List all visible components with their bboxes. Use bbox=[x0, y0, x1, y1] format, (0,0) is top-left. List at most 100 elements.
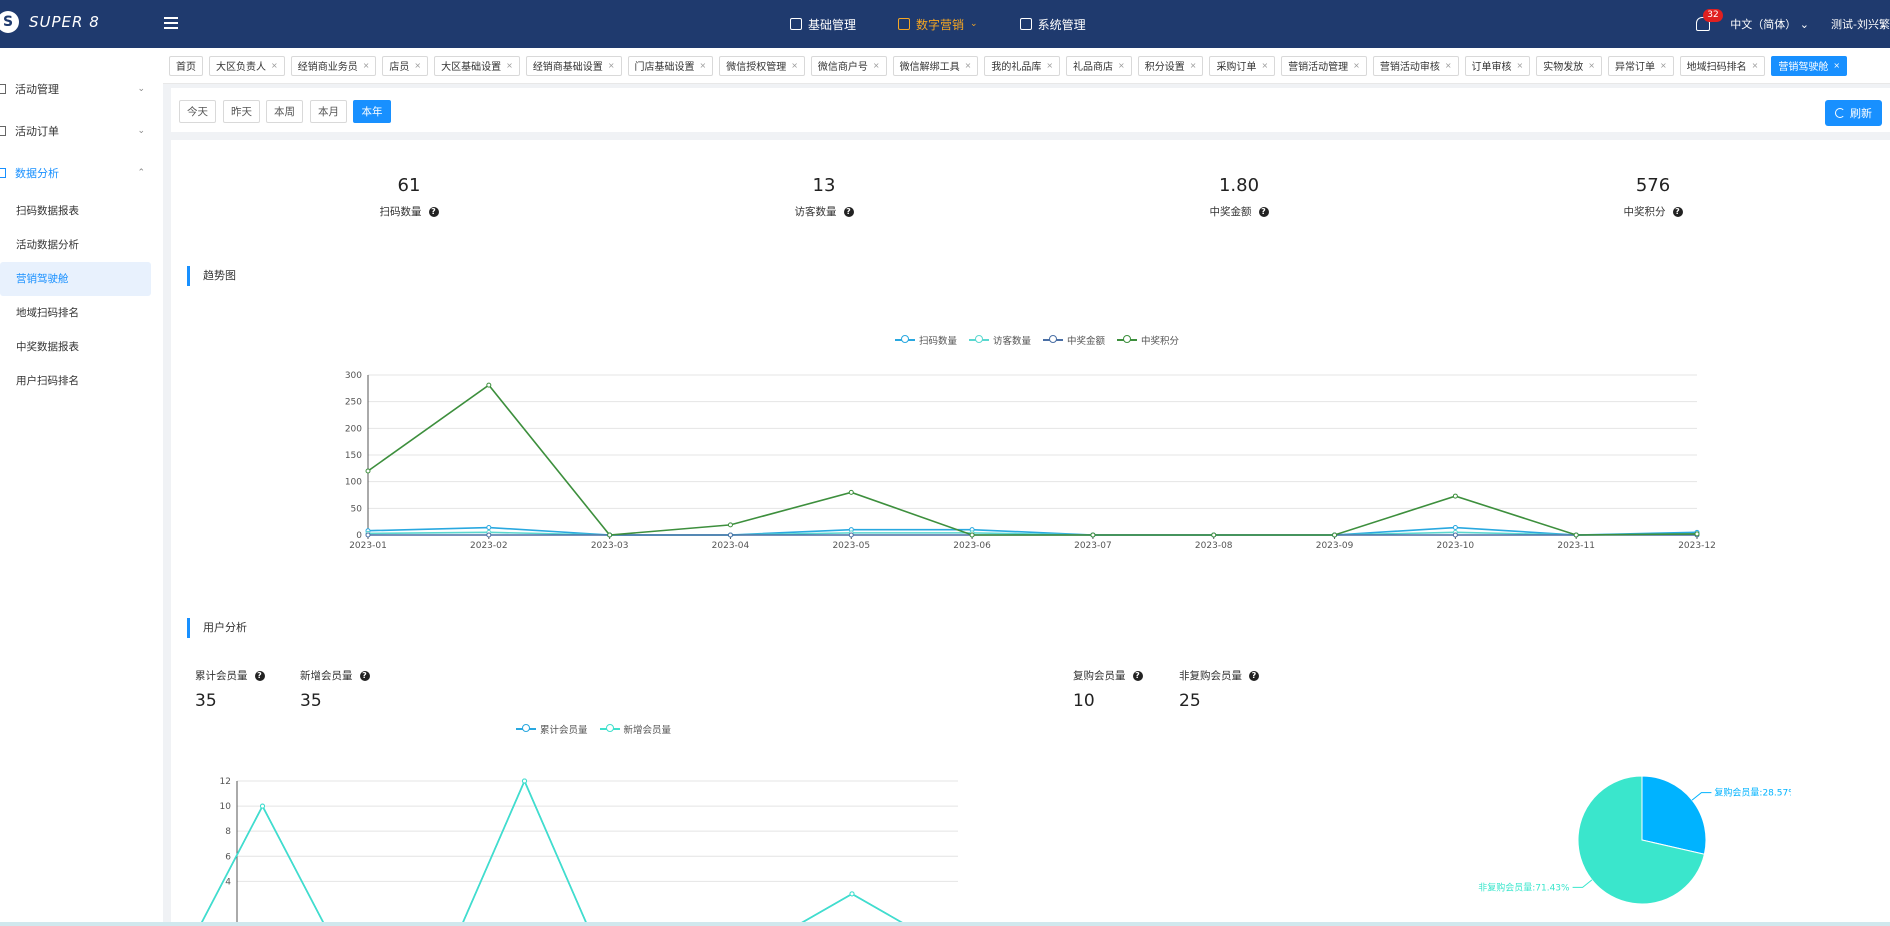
legend-label: 新增会员量 bbox=[623, 725, 672, 736]
sidebar-group-data-analysis[interactable]: 数据分析 ⌃ bbox=[0, 152, 163, 194]
pie-label: 复购会员量:28.57% bbox=[1714, 787, 1791, 799]
filter-this-year[interactable]: 本年 bbox=[353, 100, 391, 123]
filter-this-month[interactable]: 本月 bbox=[310, 100, 347, 123]
filter-this-week[interactable]: 本周 bbox=[266, 100, 303, 123]
refresh-button[interactable]: 刷新 bbox=[1825, 100, 1882, 126]
help-icon[interactable]: ? bbox=[843, 206, 854, 217]
tab-label: 积分设置 bbox=[1144, 62, 1185, 73]
tab-9[interactable]: 微信解绑工具 × bbox=[892, 55, 979, 76]
tab-19[interactable]: 地域扫码排名 × bbox=[1679, 55, 1766, 76]
bell-icon[interactable]: 32 bbox=[1696, 9, 1723, 31]
data-point bbox=[1211, 532, 1217, 538]
sidebar-item-user-ranking[interactable]: 用户扫码排名 bbox=[16, 375, 79, 387]
stat-label: 中奖金额 bbox=[1209, 206, 1252, 218]
close-icon[interactable]: × bbox=[1046, 61, 1054, 70]
close-icon[interactable]: × bbox=[1659, 61, 1667, 70]
bottom-scrollbar[interactable] bbox=[0, 922, 1890, 926]
y-tick-label: 150 bbox=[345, 451, 362, 461]
tab-2[interactable]: 经销商业务员 × bbox=[290, 55, 377, 76]
sidebar-item-prize-report[interactable]: 中奖数据报表 bbox=[16, 341, 79, 353]
legend-item[interactable]: 访客数量 bbox=[969, 333, 1031, 347]
tab-13[interactable]: 采购订单 × bbox=[1209, 55, 1276, 76]
legend-item[interactable]: 扫码数量 bbox=[895, 333, 957, 347]
filter-yesterday[interactable]: 昨天 bbox=[223, 100, 260, 123]
close-icon[interactable]: × bbox=[506, 61, 513, 70]
menu-toggle-icon[interactable] bbox=[164, 17, 178, 29]
tab-5[interactable]: 经销商基础设置 × bbox=[525, 55, 622, 76]
sidebar-group-activity-orders[interactable]: 活动订单 ⌄ bbox=[0, 110, 163, 152]
tab-16[interactable]: 订单审核 × bbox=[1464, 55, 1531, 76]
close-icon[interactable]: × bbox=[872, 61, 880, 70]
legend-item[interactable]: 新增会员量 bbox=[599, 722, 672, 736]
close-icon[interactable]: × bbox=[1189, 61, 1197, 70]
close-icon[interactable]: × bbox=[791, 61, 798, 70]
close-icon[interactable]: × bbox=[964, 61, 972, 70]
legend-label: 访客数量 bbox=[993, 336, 1032, 347]
close-icon[interactable]: × bbox=[699, 61, 707, 70]
y-tick-label: 12 bbox=[220, 777, 231, 787]
top-right: 32 中文（简体） ⌄ 测试-刘兴繁 bbox=[1696, 0, 1890, 48]
language-label: 中文（简体） bbox=[1730, 18, 1797, 31]
nav-digital-marketing[interactable]: 数字营销 ⌄ bbox=[898, 0, 978, 48]
data-point bbox=[486, 382, 492, 388]
close-icon[interactable]: × bbox=[607, 61, 615, 70]
nav-system-management[interactable]: 系统管理 bbox=[1019, 0, 1086, 48]
legend-marker bbox=[895, 335, 915, 343]
nav-basic-management[interactable]: 基础管理 bbox=[790, 0, 856, 48]
tab-11[interactable]: 礼品商店 × bbox=[1066, 55, 1132, 76]
logo-text: SUPER 8 bbox=[29, 13, 100, 31]
tab-label: 门店基础设置 bbox=[634, 62, 695, 73]
chevron-down-icon: ⌄ bbox=[137, 126, 145, 136]
tab-7[interactable]: 微信授权管理 × bbox=[719, 55, 805, 76]
legend-label: 扫码数量 bbox=[919, 336, 958, 347]
filter-today[interactable]: 今天 bbox=[179, 100, 216, 123]
close-icon[interactable]: × bbox=[1833, 61, 1841, 70]
tab-8[interactable]: 微信商户号 × bbox=[810, 55, 887, 76]
sidebar-item-region-ranking[interactable]: 地域扫码排名 bbox=[16, 307, 79, 319]
marketing-icon bbox=[898, 18, 911, 30]
user-name[interactable]: 测试-刘兴繁 bbox=[1831, 18, 1890, 31]
tab-1[interactable]: 大区负责人 × bbox=[209, 55, 285, 76]
help-icon[interactable]: ? bbox=[1132, 670, 1143, 681]
sidebar: 活动管理 ⌄ 活动订单 ⌄ 数据分析 ⌃ 扫码数据报表 活动数据分析 营销驾驶舱… bbox=[0, 48, 163, 926]
close-icon[interactable]: × bbox=[362, 61, 370, 70]
tab-0[interactable]: 首页 bbox=[169, 55, 203, 76]
legend-item[interactable]: 累计会员量 bbox=[516, 722, 588, 736]
language-selector[interactable]: 中文（简体） ⌄ bbox=[1730, 18, 1810, 31]
tab-18[interactable]: 异常订单 × bbox=[1607, 55, 1674, 76]
close-icon[interactable]: × bbox=[1516, 61, 1524, 70]
help-icon[interactable]: ? bbox=[359, 670, 370, 681]
help-icon[interactable]: ? bbox=[1249, 670, 1259, 681]
close-icon[interactable]: × bbox=[414, 61, 422, 70]
sidebar-item-marketing-cockpit[interactable]: 营销驾驶舱 bbox=[0, 262, 151, 296]
help-icon[interactable]: ? bbox=[1672, 206, 1683, 217]
sidebar-item-activity-analysis[interactable]: 活动数据分析 bbox=[16, 239, 79, 251]
nav-label: 数字营销 bbox=[916, 17, 965, 32]
tab-12[interactable]: 积分设置 × bbox=[1137, 55, 1204, 76]
tab-6[interactable]: 门店基础设置 × bbox=[627, 55, 714, 76]
logo[interactable]: S SUPER 8 bbox=[0, 11, 100, 33]
tab-10[interactable]: 我的礼品库 × bbox=[984, 55, 1061, 76]
tab-3[interactable]: 店员 × bbox=[382, 55, 429, 76]
sidebar-item-scan-report[interactable]: 扫码数据报表 bbox=[16, 205, 79, 217]
close-icon[interactable]: × bbox=[1353, 61, 1360, 70]
legend-item[interactable]: 中奖积分 bbox=[1117, 333, 1179, 347]
close-icon[interactable]: × bbox=[1751, 61, 1759, 70]
help-icon[interactable]: ? bbox=[428, 206, 439, 217]
close-icon[interactable]: × bbox=[271, 61, 278, 70]
sidebar-group-activity-management[interactable]: 活动管理 ⌄ bbox=[0, 68, 163, 110]
tab-20[interactable]: 营销驾驶舱 × bbox=[1771, 55, 1848, 76]
help-icon[interactable]: ? bbox=[1258, 206, 1269, 217]
tab-15[interactable]: 营销活动审核 × bbox=[1372, 55, 1459, 76]
y-tick-label: 100 bbox=[345, 478, 362, 488]
help-icon[interactable]: ? bbox=[254, 670, 265, 681]
close-icon[interactable]: × bbox=[1118, 61, 1125, 70]
close-icon[interactable]: × bbox=[1588, 61, 1595, 70]
close-icon[interactable]: × bbox=[1261, 61, 1269, 70]
tab-14[interactable]: 营销活动管理 × bbox=[1281, 55, 1367, 76]
tab-4[interactable]: 大区基础设置 × bbox=[434, 55, 520, 76]
tab-17[interactable]: 实物发放 × bbox=[1536, 55, 1602, 76]
legend-marker bbox=[969, 335, 990, 343]
legend-item[interactable]: 中奖金额 bbox=[1043, 333, 1105, 347]
close-icon[interactable]: × bbox=[1444, 61, 1452, 70]
